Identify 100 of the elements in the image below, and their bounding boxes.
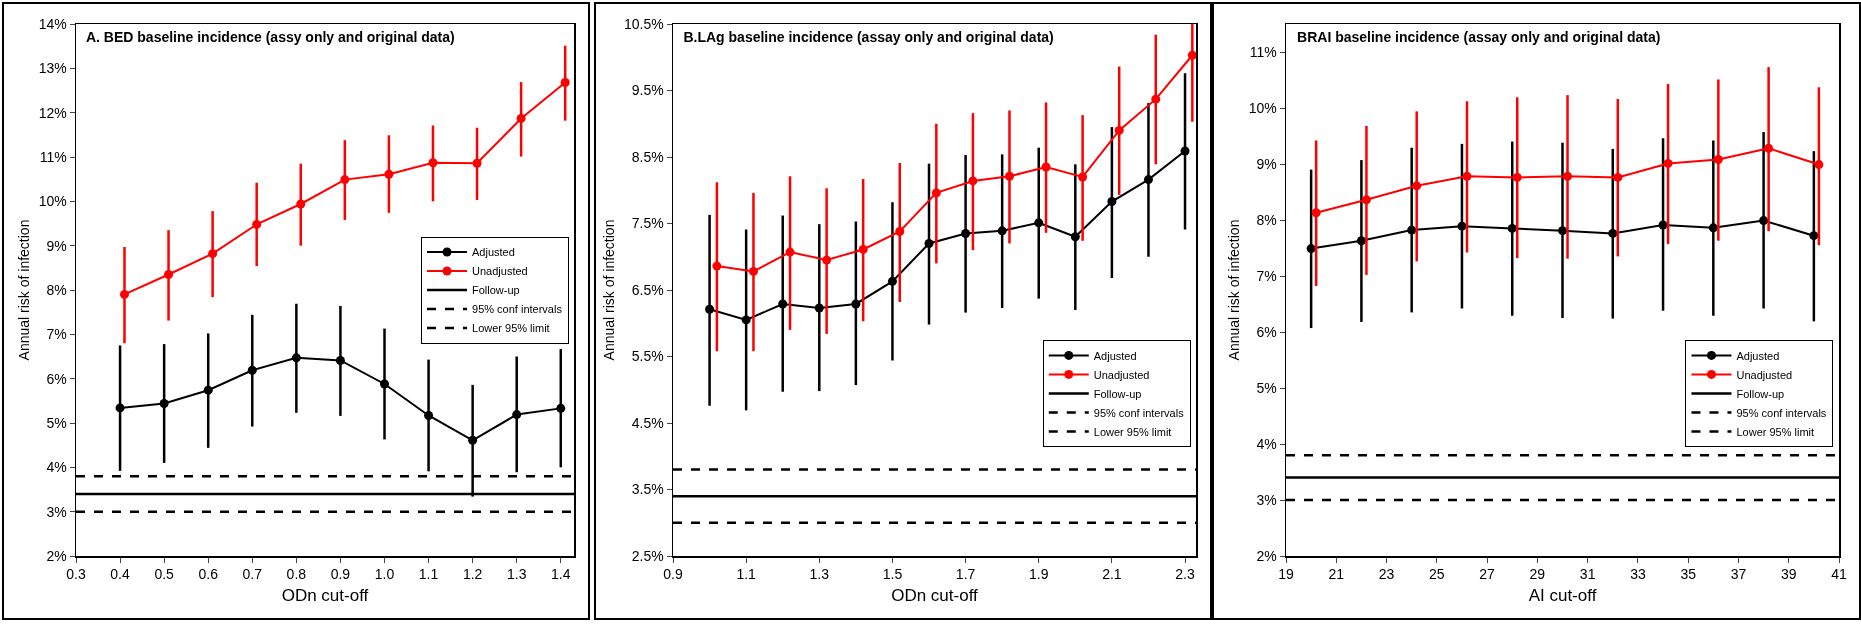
x-tick-label: 39 (1780, 566, 1797, 583)
point (1407, 225, 1417, 235)
point (159, 398, 169, 408)
y-tick-label: 6% (1256, 323, 1277, 340)
legend-label: Follow-up (1093, 387, 1142, 400)
y-tick-label: 11% (39, 148, 67, 165)
point (1180, 146, 1190, 156)
point (560, 78, 570, 88)
point (1004, 171, 1014, 181)
y-tick-label: 10.5% (624, 15, 664, 32)
legend-label: Adjusted (1736, 349, 1780, 362)
point (1187, 50, 1197, 60)
legend-label: Lower 95% limit (472, 322, 550, 335)
legend-label: Lower 95% limit (1093, 425, 1172, 438)
point (1663, 158, 1673, 168)
x-tick-label: 1.1 (418, 566, 439, 583)
y-tick-label: 2% (46, 547, 67, 564)
y-tick-label: 7% (46, 326, 67, 343)
point (814, 303, 824, 313)
legend-label: Unadjusted (472, 265, 528, 278)
point (1764, 143, 1774, 153)
point (380, 379, 389, 389)
chart-title: BRAI baseline incidence (assay only and original data) (1297, 28, 1661, 45)
x-tick-label: 33 (1630, 566, 1646, 583)
point (924, 238, 934, 248)
y-tick-label: 5.5% (631, 348, 664, 365)
point (512, 410, 522, 420)
y-tick-label: 9% (46, 237, 67, 254)
y-tick-label: 3.5% (631, 481, 664, 498)
point (712, 261, 722, 271)
y-tick-label: 8% (46, 281, 67, 298)
point (556, 403, 566, 413)
point (887, 276, 897, 286)
y-tick-label: 6.5% (631, 281, 664, 298)
y-tick-label: 7% (1256, 267, 1277, 284)
x-tick-label: 1.0 (374, 566, 395, 583)
y-tick-label: 8% (1256, 211, 1277, 228)
point (1107, 197, 1117, 207)
y-axis-title: Annual risk of infection (600, 219, 617, 361)
point (858, 244, 868, 254)
legend-label: Unadjusted (1736, 368, 1793, 381)
y-tick-label: 9% (1256, 155, 1277, 172)
x-axis-title: ODn cut-off (281, 586, 369, 606)
y-axis-title: Annual risk of infection (1225, 219, 1242, 361)
point (208, 249, 218, 259)
x-tick-label: 0.4 (110, 566, 131, 583)
x-tick-label: 0.3 (66, 566, 86, 583)
point (468, 435, 478, 445)
y-tick-label: 4.5% (631, 414, 664, 431)
x-tick-label: 1.4 (551, 566, 571, 583)
x-tick-label: 25 (1429, 566, 1445, 583)
y-tick-label: 14% (38, 15, 67, 32)
y-tick-label: 12% (38, 104, 67, 121)
point (1151, 94, 1161, 104)
point (335, 355, 345, 365)
x-axis-title: ODn cut-off (891, 586, 979, 606)
y-tick-label: 7.5% (631, 215, 664, 232)
x-tick-label: 19 (1278, 566, 1294, 583)
y-tick-label: 4% (46, 459, 67, 476)
point (252, 219, 262, 229)
point (1809, 231, 1819, 241)
point (1306, 244, 1316, 254)
y-tick-label: 4% (1256, 435, 1277, 452)
y-tick-label: 11% (1249, 43, 1277, 60)
legend-label: Lower 95% limit (1736, 425, 1815, 438)
point (296, 199, 306, 209)
x-tick-label: 1.9 (1029, 566, 1049, 583)
point (1114, 125, 1124, 135)
point (1311, 208, 1321, 218)
x-tick-label: 0.9 (663, 566, 683, 583)
x-tick-label: 2.3 (1175, 566, 1195, 583)
point (1034, 218, 1044, 228)
chart-title: B.LAg baseline incidence (assay only and original data) (683, 28, 1054, 45)
y-axis-title: Annual risk of infection (15, 219, 32, 361)
point (1507, 223, 1517, 233)
legend-label: 95% conf intervals (472, 303, 563, 316)
x-tick-label: 21 (1328, 566, 1345, 583)
y-tick-label: 10% (38, 193, 67, 210)
x-tick-label: 1.1 (736, 566, 757, 583)
point (1708, 223, 1718, 233)
point (1041, 162, 1051, 172)
y-tick-label: 5% (46, 414, 67, 431)
chart-title: A. BED baseline incidence (assy only and original data) (85, 28, 455, 45)
point (785, 247, 795, 257)
point (340, 175, 350, 185)
legend-label: Unadjusted (1093, 368, 1150, 381)
point (1143, 175, 1153, 185)
point (968, 176, 978, 186)
point (1457, 221, 1467, 231)
point (1512, 172, 1522, 182)
point (1713, 155, 1723, 165)
y-tick-label: 9.5% (631, 82, 664, 99)
point (822, 255, 832, 265)
x-tick-label: 0.8 (286, 566, 307, 583)
y-tick-label: 3% (1256, 491, 1277, 508)
point (997, 226, 1007, 236)
point (1412, 181, 1422, 191)
x-tick-label: 0.9 (330, 566, 351, 583)
point (1356, 236, 1366, 246)
point (424, 410, 434, 420)
